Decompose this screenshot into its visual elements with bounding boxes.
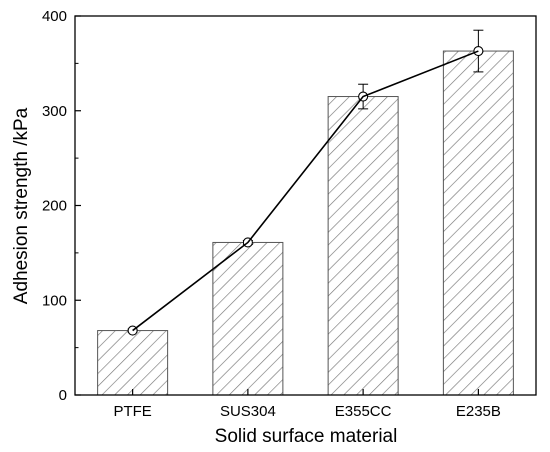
- y-axis-title: Adhesion strength /kPa: [11, 107, 32, 304]
- x-tick-label: E235B: [456, 403, 501, 420]
- trend-line: [132, 50, 479, 332]
- error-bars-group: [127, 29, 484, 336]
- bar-sus304: [212, 241, 284, 396]
- y-tick-label: 300: [42, 103, 67, 120]
- y-tick-label: 200: [42, 198, 67, 215]
- x-tick-label: E355CC: [335, 403, 392, 420]
- trend-line-group: [132, 50, 479, 332]
- x-axis-title: Solid surface material: [215, 426, 398, 447]
- bar-ptfe: [97, 330, 169, 396]
- y-tick-label: 0: [59, 387, 67, 404]
- x-tick-label: PTFE: [113, 403, 151, 420]
- bar-e235b: [442, 50, 514, 396]
- bar-e355cc: [327, 96, 399, 396]
- bars-group: [97, 50, 514, 396]
- y-tick-label: 100: [42, 292, 67, 309]
- y-tick-label: 400: [42, 8, 67, 25]
- axes-group: 0 100 200 300 400 PTFE SUS304 E355CC E235B: [42, 8, 537, 420]
- x-tick-label: SUS304: [220, 403, 276, 420]
